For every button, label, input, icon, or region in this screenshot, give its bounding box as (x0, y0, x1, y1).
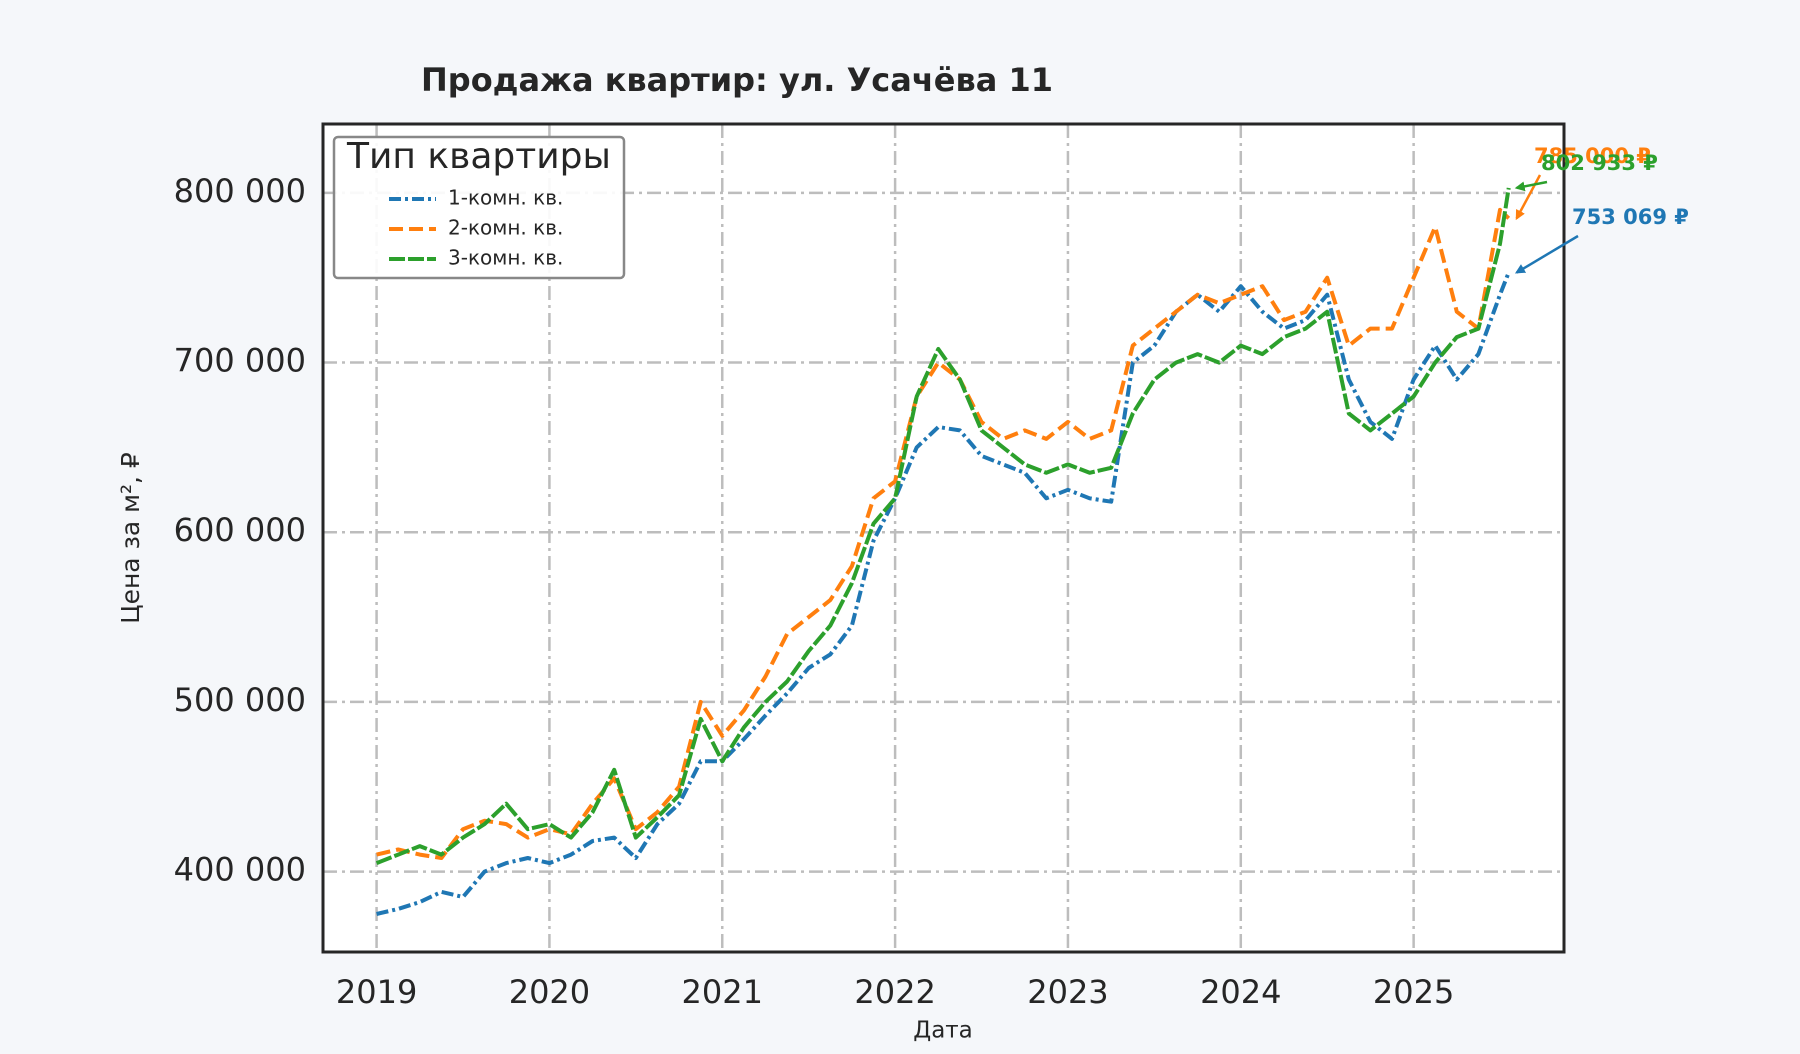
lines (375, 187, 1511, 916)
y-tick-label: 800 000 (174, 172, 306, 210)
annotation-arrow (1515, 174, 1542, 221)
chart-title: Продажа квартир: ул. Усачёва 11 (421, 61, 1053, 99)
legend-label: 1-комн. кв. (448, 186, 563, 210)
x-tick-label: 2020 (509, 973, 590, 1011)
y-tick-label: 400 000 (174, 851, 306, 889)
annotation-arrow (1514, 180, 1548, 192)
annotation-label: 753 069 ₽ (1572, 205, 1689, 229)
x-axis-label: Дата (913, 1018, 973, 1044)
y-axis-label: Цена за м², ₽ (116, 452, 145, 624)
plot-frame (321, 122, 1566, 954)
y-tick-label: 500 000 (174, 681, 306, 719)
y-tick-label: 700 000 (174, 342, 306, 380)
legend-label: 2-комн. кв. (448, 216, 563, 240)
x-tick-label: 2023 (1027, 973, 1108, 1011)
annotation-arrow (1514, 234, 1579, 274)
x-tick-label: 2019 (336, 973, 417, 1011)
series-line (375, 187, 1511, 865)
x-tick-label: 2021 (682, 973, 763, 1011)
legend-label: 3-комн. кв. (448, 246, 563, 270)
annotation-label: 802 933 ₽ (1541, 151, 1658, 175)
x-tick-label: 2022 (854, 973, 935, 1011)
legend: Тип квартиры 1-комн. кв. 2-комн. кв. 3-ком… (332, 135, 626, 280)
legend-box (332, 135, 626, 280)
annotation-label: 785 000 ₽ (1534, 144, 1651, 168)
annotations: 785 000 ₽802 933 ₽ 753 069 ₽ (1514, 144, 1689, 274)
x-tick-label: 2025 (1373, 973, 1454, 1011)
legend-title: Тип квартиры (346, 136, 611, 177)
x-tick-label: 2024 (1200, 973, 1281, 1011)
series-line (376, 207, 1511, 860)
y-tick-label: 600 000 (174, 511, 306, 549)
series-line (376, 271, 1511, 916)
